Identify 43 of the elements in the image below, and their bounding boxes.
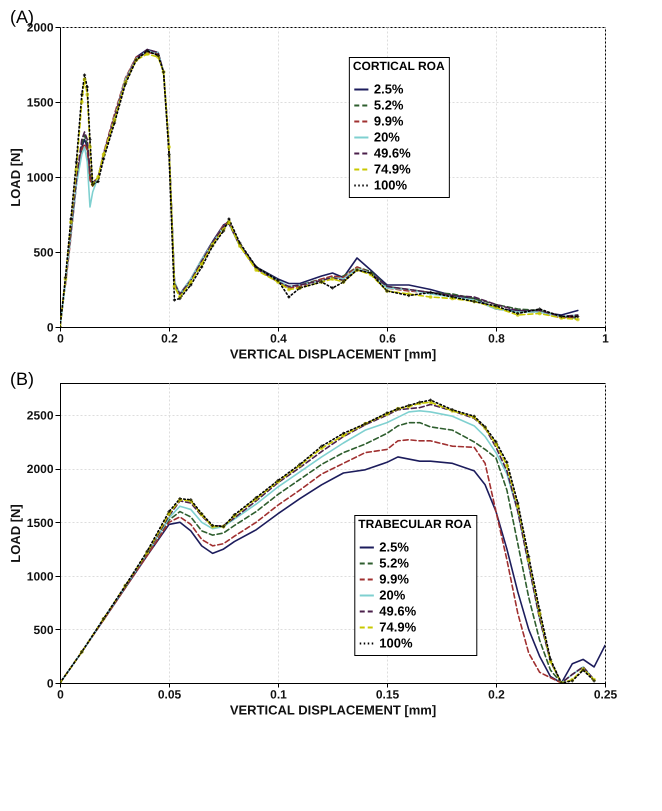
x-axis-title: VERTICAL DISPLACEMENT [mm] [230,702,436,718]
y-tick-label: 500 [33,622,54,637]
y-tick-label: 1000 [26,569,54,584]
legend-label: 9.9% [374,114,404,128]
y-tick-label: 1000 [26,170,54,184]
x-tick-label: 0.6 [379,332,396,346]
legend-label: 20% [374,130,400,144]
x-tick-label: 0 [57,332,64,346]
x-tick-label: 0 [57,688,64,702]
x-tick-label: 0.4 [270,332,288,346]
y-tick-label: 1500 [26,96,54,110]
legend-label: 2.5% [374,82,404,96]
legend-label: 74.9% [374,162,412,176]
x-tick-label: 0.2 [488,688,506,702]
y-tick-label: 2500 [26,408,54,423]
legend-label: 74.9% [379,620,417,634]
x-axis-title: VERTICAL DISPLACEMENT [mm] [230,346,436,362]
legend-label: 9.9% [379,572,410,586]
legend-title: TRABECULAR ROA [358,517,472,531]
legend-label: 100% [374,178,408,192]
y-tick-label: 2000 [26,462,54,476]
legend-label: 5.2% [374,98,404,112]
legend-title: CORTICAL ROA [352,59,445,73]
y-axis-title: LOAD [N] [8,148,23,207]
legend-label: 20% [379,588,406,602]
x-tick-label: 1 [602,332,610,346]
x-tick-label: 0.05 [158,688,182,702]
legend-label: 49.6% [379,604,417,618]
legend-label: 5.2% [379,556,410,570]
x-tick-label: 0.1 [270,688,288,702]
legend-label: 100% [379,636,413,650]
y-tick-label: 0 [46,676,54,690]
y-tick-label: 0 [46,320,54,334]
legend-label: 49.6% [374,146,412,160]
x-tick-label: 0.25 [594,688,618,702]
x-tick-label: 0.15 [376,688,400,702]
y-tick-label: 500 [33,246,54,260]
y-axis-title: LOAD [N] [8,504,23,563]
y-tick-label: 1500 [26,516,54,530]
x-tick-label: 0.8 [488,332,506,346]
chart-title: (B) [10,369,34,389]
x-tick-label: 0.2 [161,332,178,346]
legend-label: 2.5% [379,540,410,554]
